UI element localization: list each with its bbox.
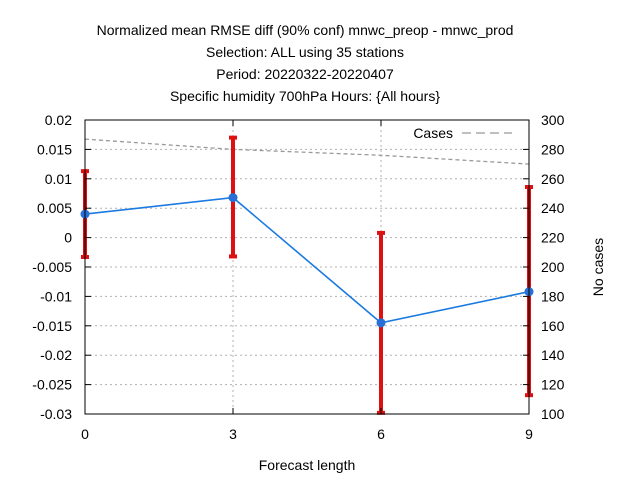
rmse-series <box>80 193 534 328</box>
y2-tick-label: 140 <box>541 347 565 363</box>
y-tick-label: -0.02 <box>40 347 72 363</box>
grid <box>85 120 529 414</box>
y-tick-label: 0.02 <box>45 112 72 128</box>
title-line: Selection: ALL using 35 stations <box>206 44 404 60</box>
x-axis: 0 3 6 9 <box>81 120 533 442</box>
y-tick-label: 0.01 <box>45 171 72 187</box>
y2-tick-label: 280 <box>541 141 565 157</box>
y2-tick-label: 100 <box>541 406 565 422</box>
y2-tick-label: 300 <box>541 112 565 128</box>
title-line: Specific humidity 700hPa Hours: {All hou… <box>170 88 440 104</box>
cases-line <box>84 138 530 165</box>
y-tick-label: -0.015 <box>32 318 72 334</box>
y2-tick-label: 180 <box>541 288 565 304</box>
rmse-line <box>84 196 530 324</box>
y-tick-label: 0.005 <box>37 200 72 216</box>
y-tick-label: 0 <box>64 230 72 246</box>
x-axis-label: Forecast length <box>259 457 356 473</box>
title-line: Normalized mean RMSE diff (90% conf) mnw… <box>97 22 514 38</box>
y2-tick-label: 200 <box>541 259 565 275</box>
title-line: Period: 20220322-20220407 <box>216 66 394 82</box>
y-tick-label: -0.005 <box>32 259 72 275</box>
x-tick-label: 3 <box>229 426 237 442</box>
x-tick-label: 9 <box>525 426 533 442</box>
y-tick-label: -0.03 <box>40 406 72 422</box>
data-point <box>376 318 386 328</box>
cases-series <box>84 138 530 165</box>
chart-title: Normalized mean RMSE diff (90% conf) mnw… <box>97 22 514 104</box>
y2-tick-label: 160 <box>541 318 565 334</box>
y2-tick-label: 260 <box>541 171 565 187</box>
y-tick-label: -0.01 <box>40 288 72 304</box>
x-tick-label: 0 <box>81 426 89 442</box>
y-tick-label: 0.015 <box>37 141 72 157</box>
x-tick-label: 6 <box>377 426 385 442</box>
legend: Cases <box>413 125 512 141</box>
y2-tick-label: 240 <box>541 200 565 216</box>
y2-axis-label: No cases <box>590 238 606 296</box>
y2-axis: 300 280 260 240 220 200 180 160 140 120 100 <box>541 112 565 422</box>
y-tick-label: -0.025 <box>32 377 72 393</box>
y2-tick-label: 220 <box>541 230 565 246</box>
legend-label-cases: Cases <box>413 125 453 141</box>
y-axis: 0.02 0.015 0.01 0.005 0 -0.005 -0.01 -0.015 -0.0… <box>32 112 529 422</box>
y2-tick-label: 120 <box>541 377 565 393</box>
data-point <box>228 193 238 203</box>
